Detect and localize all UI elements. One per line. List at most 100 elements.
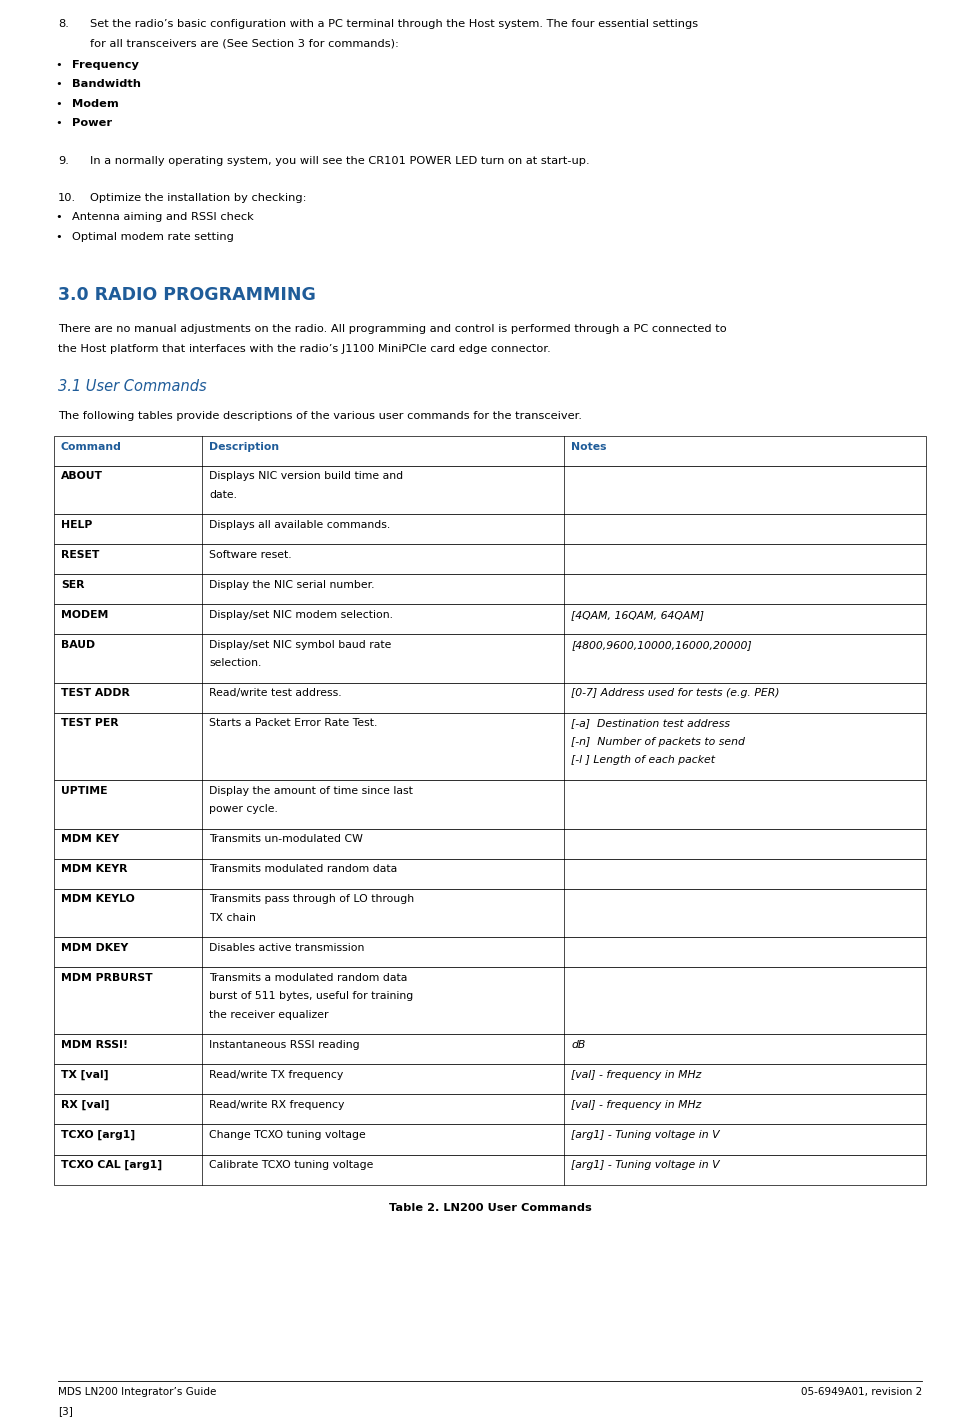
Text: Starts a Packet Error Rate Test.: Starts a Packet Error Rate Test. bbox=[209, 718, 378, 728]
Text: Power: Power bbox=[72, 118, 112, 129]
Text: [val] - frequency in MHz: [val] - frequency in MHz bbox=[571, 1070, 701, 1080]
Bar bbox=[54, 1064, 926, 1094]
Text: MDM DKEY: MDM DKEY bbox=[61, 942, 129, 952]
Text: TEST PER: TEST PER bbox=[61, 718, 119, 728]
Text: MDM KEYR: MDM KEYR bbox=[61, 864, 128, 874]
Text: BAUD: BAUD bbox=[61, 640, 95, 650]
Text: 3.1 User Commands: 3.1 User Commands bbox=[58, 379, 206, 393]
Text: Table 2. LN200 User Commands: Table 2. LN200 User Commands bbox=[389, 1202, 591, 1213]
Text: MDM PRBURST: MDM PRBURST bbox=[61, 973, 153, 983]
Text: Command: Command bbox=[61, 441, 122, 451]
Text: TCXO CAL [arg1]: TCXO CAL [arg1] bbox=[61, 1159, 162, 1171]
Text: 3.0 RADIO PROGRAMMING: 3.0 RADIO PROGRAMMING bbox=[58, 287, 316, 304]
Bar bbox=[54, 683, 926, 712]
Text: Transmits a modulated random data: Transmits a modulated random data bbox=[209, 973, 407, 983]
Text: [0-7] Address used for tests (e.g. PER): [0-7] Address used for tests (e.g. PER) bbox=[571, 688, 779, 698]
Text: Read/write TX frequency: Read/write TX frequency bbox=[209, 1070, 344, 1080]
Text: •: • bbox=[55, 79, 61, 89]
Text: TEST ADDR: TEST ADDR bbox=[61, 688, 130, 698]
Text: TX [val]: TX [val] bbox=[61, 1070, 108, 1080]
Text: 8.: 8. bbox=[58, 18, 69, 28]
Text: There are no manual adjustments on the radio. All programming and control is per: There are no manual adjustments on the r… bbox=[58, 324, 727, 333]
Bar bbox=[54, 436, 926, 465]
Text: Read/write RX frequency: Read/write RX frequency bbox=[209, 1100, 345, 1110]
Text: •: • bbox=[55, 118, 61, 129]
Text: [-n]  Number of packets to send: [-n] Number of packets to send bbox=[571, 736, 745, 746]
Text: HELP: HELP bbox=[61, 519, 93, 529]
Text: Optimize the installation by checking:: Optimize the installation by checking: bbox=[90, 193, 307, 203]
Text: Modem: Modem bbox=[72, 99, 119, 109]
Text: date.: date. bbox=[209, 490, 238, 499]
Bar bbox=[54, 858, 926, 888]
Text: Display the NIC serial number.: Display the NIC serial number. bbox=[209, 580, 375, 590]
Text: Instantaneous RSSI reading: Instantaneous RSSI reading bbox=[209, 1040, 359, 1050]
Text: [3]: [3] bbox=[58, 1406, 73, 1416]
Bar bbox=[54, 514, 926, 545]
Bar bbox=[54, 1034, 926, 1064]
Text: In a normally operating system, you will see the CR101 POWER LED turn on at star: In a normally operating system, you will… bbox=[90, 156, 589, 166]
Text: [-a]  Destination test address: [-a] Destination test address bbox=[571, 718, 730, 728]
Text: Display the amount of time since last: Display the amount of time since last bbox=[209, 786, 413, 796]
Text: Change TCXO tuning voltage: Change TCXO tuning voltage bbox=[209, 1130, 366, 1139]
Text: TX chain: TX chain bbox=[209, 912, 256, 922]
Text: •: • bbox=[55, 211, 61, 221]
Text: SER: SER bbox=[61, 580, 85, 590]
Text: Software reset.: Software reset. bbox=[209, 549, 292, 559]
Text: Description: Description bbox=[209, 441, 280, 451]
Text: [arg1] - Tuning voltage in V: [arg1] - Tuning voltage in V bbox=[571, 1159, 720, 1171]
Text: Display/set NIC symbol baud rate: Display/set NIC symbol baud rate bbox=[209, 640, 392, 650]
Text: [arg1] - Tuning voltage in V: [arg1] - Tuning voltage in V bbox=[571, 1130, 720, 1139]
Bar bbox=[54, 937, 926, 968]
Text: Calibrate TCXO tuning voltage: Calibrate TCXO tuning voltage bbox=[209, 1159, 374, 1171]
Text: Transmits un-modulated CW: Transmits un-modulated CW bbox=[209, 834, 363, 844]
Text: Bandwidth: Bandwidth bbox=[72, 79, 141, 89]
Bar bbox=[54, 712, 926, 780]
Bar bbox=[54, 575, 926, 604]
Text: •: • bbox=[55, 99, 61, 109]
Text: Displays all available commands.: Displays all available commands. bbox=[209, 519, 391, 529]
Text: Notes: Notes bbox=[571, 441, 607, 451]
Text: Frequency: Frequency bbox=[72, 60, 139, 70]
Text: [-l ] Length of each packet: [-l ] Length of each packet bbox=[571, 755, 715, 765]
Text: Read/write test address.: Read/write test address. bbox=[209, 688, 342, 698]
Bar bbox=[54, 545, 926, 575]
Text: Antenna aiming and RSSI check: Antenna aiming and RSSI check bbox=[72, 211, 254, 221]
Bar bbox=[54, 604, 926, 634]
Text: burst of 511 bytes, useful for training: burst of 511 bytes, useful for training bbox=[209, 992, 414, 1002]
Text: MDM RSSI!: MDM RSSI! bbox=[61, 1040, 128, 1050]
Text: MDM KEY: MDM KEY bbox=[61, 834, 119, 844]
Bar bbox=[54, 1155, 926, 1185]
Text: Transmits pass through of LO through: Transmits pass through of LO through bbox=[209, 894, 414, 904]
Text: for all transceivers are (See Section 3 for commands):: for all transceivers are (See Section 3 … bbox=[90, 38, 399, 48]
Text: selection.: selection. bbox=[209, 658, 262, 668]
Text: the Host platform that interfaces with the radio’s J1100 MiniPCIe card edge conn: the Host platform that interfaces with t… bbox=[58, 343, 550, 353]
Text: Display/set NIC modem selection.: Display/set NIC modem selection. bbox=[209, 610, 393, 620]
Text: MDM KEYLO: MDM KEYLO bbox=[61, 894, 134, 904]
Text: Displays NIC version build time and: Displays NIC version build time and bbox=[209, 471, 403, 481]
Text: 10.: 10. bbox=[58, 193, 76, 203]
Text: UPTIME: UPTIME bbox=[61, 786, 107, 796]
Text: 9.: 9. bbox=[58, 156, 69, 166]
Text: ABOUT: ABOUT bbox=[61, 471, 103, 481]
Text: MODEM: MODEM bbox=[61, 610, 108, 620]
Text: Disables active transmission: Disables active transmission bbox=[209, 942, 364, 952]
Bar bbox=[54, 1124, 926, 1155]
Text: the receiver equalizer: the receiver equalizer bbox=[209, 1010, 329, 1020]
Text: Set the radio’s basic configuration with a PC terminal through the Host system. : Set the radio’s basic configuration with… bbox=[90, 18, 698, 28]
Bar bbox=[54, 888, 926, 937]
Text: •: • bbox=[55, 231, 61, 241]
Text: 05-6949A01, revision 2: 05-6949A01, revision 2 bbox=[801, 1386, 922, 1396]
Text: Transmits modulated random data: Transmits modulated random data bbox=[209, 864, 397, 874]
Bar bbox=[54, 968, 926, 1034]
Text: The following tables provide descriptions of the various user commands for the t: The following tables provide description… bbox=[58, 410, 582, 421]
Text: [4800,9600,10000,16000,20000]: [4800,9600,10000,16000,20000] bbox=[571, 640, 752, 650]
Bar bbox=[54, 465, 926, 514]
Text: Optimal modem rate setting: Optimal modem rate setting bbox=[72, 231, 234, 241]
Text: TCXO [arg1]: TCXO [arg1] bbox=[61, 1130, 135, 1141]
Text: dB: dB bbox=[571, 1040, 585, 1050]
Bar bbox=[54, 780, 926, 829]
Text: MDS LN200 Integrator’s Guide: MDS LN200 Integrator’s Guide bbox=[58, 1386, 216, 1396]
Bar bbox=[54, 829, 926, 858]
Text: RX [val]: RX [val] bbox=[61, 1100, 109, 1110]
Text: •: • bbox=[55, 60, 61, 70]
